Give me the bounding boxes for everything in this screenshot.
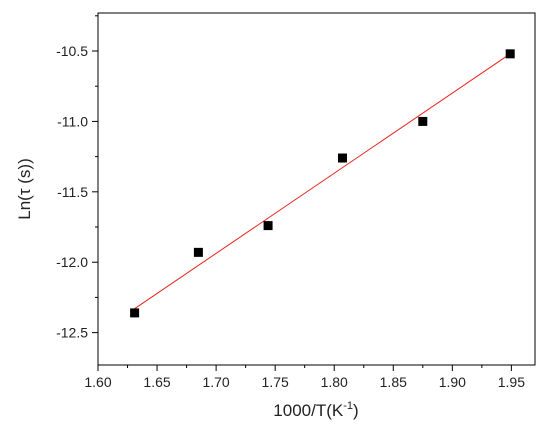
x-axis-label-main: 1000/T(K: [273, 401, 344, 420]
data-point: [337, 153, 347, 163]
data-points: [130, 49, 515, 318]
data-point: [505, 49, 515, 59]
x-tick-label: 1.85: [380, 374, 407, 390]
y-tick-label: -11.0: [57, 113, 88, 129]
data-point: [193, 247, 203, 257]
y-axis-label: Ln(τ (s)): [15, 158, 34, 220]
x-axis-label-suffix: ): [353, 401, 359, 420]
x-tick-label: 1.80: [321, 374, 348, 390]
x-tick-label: 1.60: [84, 374, 111, 390]
x-tick-label: 1.95: [498, 374, 525, 390]
y-tick-label: -11.5: [57, 184, 88, 200]
data-point: [130, 308, 140, 318]
plot-frame: [97, 12, 536, 366]
y-tick-label: -10.5: [56, 43, 88, 59]
linear-fit-line: [134, 53, 511, 310]
fit-line-group: [134, 53, 511, 310]
x-axis-label-superscript: -1: [343, 400, 353, 412]
x-axis-label: 1000/T(K-1): [273, 400, 358, 420]
x-tick-label: 1.75: [262, 374, 289, 390]
data-point: [263, 221, 273, 231]
x-tick-label: 1.65: [143, 374, 170, 390]
x-tick-label: 1.70: [202, 374, 229, 390]
x-axis-ticks: 1.60 1.65 1.70 1.75 1.80 1.85 1.90 1.95: [84, 365, 525, 390]
x-tick-label: 1.90: [439, 374, 466, 390]
y-tick-label: -12.5: [56, 325, 88, 341]
y-axis-ticks: -10.5 -11.0 -11.5 -12.0 -12.5: [56, 15, 98, 341]
y-tick-label: -12.0: [56, 254, 88, 270]
data-point: [418, 116, 428, 126]
